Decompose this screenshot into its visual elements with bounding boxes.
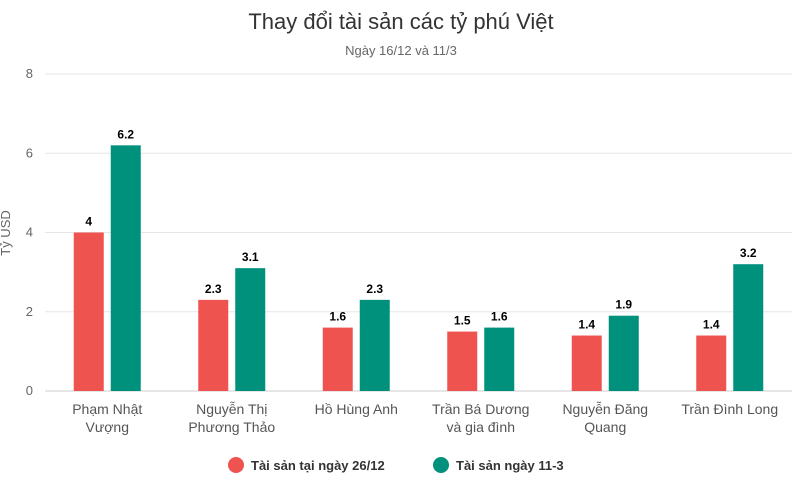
chart-title: Thay đổi tài sản các tỷ phú Việt	[248, 9, 553, 34]
data-label: 2.3	[366, 282, 383, 296]
legend-label: Tài sản tại ngày 26/12	[251, 458, 385, 473]
data-label: 1.4	[703, 318, 720, 332]
data-label: 1.4	[578, 318, 595, 332]
data-label: 3.2	[740, 246, 757, 260]
data-label: 2.3	[205, 282, 222, 296]
data-label: 4	[85, 215, 92, 229]
y-tick-label: 0	[26, 383, 33, 398]
y-tick-label: 2	[26, 304, 33, 319]
x-tick-label-line: Hồ Hùng Anh	[315, 401, 398, 417]
bar	[110, 145, 141, 391]
data-label: 1.6	[491, 310, 508, 324]
bar	[359, 299, 390, 391]
bar	[608, 315, 639, 391]
x-tick-label-line: Vượng	[86, 419, 129, 435]
x-tick-label: Hồ Hùng Anh	[315, 401, 398, 417]
y-tick-label: 6	[26, 145, 33, 160]
bar	[571, 335, 602, 391]
bar	[484, 327, 515, 391]
bar	[733, 264, 764, 391]
x-tick-label-line: Trần Đình Long	[681, 401, 778, 417]
bar	[447, 331, 478, 391]
chart-subtitle: Ngày 16/12 và 11/3	[345, 43, 457, 58]
legend-marker	[433, 457, 449, 473]
legend-marker	[228, 457, 244, 473]
data-label: 1.9	[615, 298, 632, 312]
bar	[73, 232, 104, 391]
x-tick-label-line: Trần Bá Dương	[432, 401, 529, 417]
gridlines	[45, 73, 792, 392]
x-tick-label-line: Nguyễn Thị	[196, 401, 267, 417]
x-tick-label: Nguyễn Thị Phương Thảo	[188, 401, 275, 435]
x-tick-label: Nguyễn Đăng Quang	[562, 401, 648, 435]
data-label: 3.1	[242, 250, 259, 264]
bar	[198, 299, 229, 391]
x-axis-categories: Phạm Nhật Vượng Nguyễn Thị Phương Thảo Hồ Hù…	[72, 401, 778, 435]
x-tick-label-line: Nguyễn Đăng	[562, 401, 648, 417]
x-tick-label-line: Phạm Nhật	[72, 401, 142, 417]
data-label: 1.6	[329, 310, 346, 324]
legend-label: Tài sản ngày 11-3	[456, 458, 564, 473]
y-tick-label: 4	[26, 225, 33, 240]
y-tick-label: 8	[26, 66, 33, 81]
bar	[696, 335, 727, 391]
x-tick-label-line: Quang	[584, 419, 626, 435]
data-label: 6.2	[117, 127, 134, 141]
bars	[73, 145, 764, 391]
bar	[235, 268, 266, 391]
x-tick-label-line: Phương Thảo	[188, 419, 275, 435]
x-tick-label: Trần Đình Long	[681, 401, 778, 417]
y-axis-ticks: 0 2 4 6 8	[26, 66, 33, 398]
x-tick-label-line: và gia đình	[447, 419, 516, 435]
y-axis-label: Tỷ USD	[0, 210, 13, 256]
legend: Tài sản tại ngày 26/12 Tài sản ngày 11-3	[228, 457, 564, 473]
x-tick-label: Phạm Nhật Vượng	[72, 401, 142, 435]
data-label: 1.5	[454, 314, 471, 328]
bar	[322, 327, 353, 391]
x-tick-label: Trần Bá Dương và gia đình	[432, 401, 529, 435]
data-labels: 4 6.2 2.3 3.1 1.6 2.3 1.5 1.6 1.4 1.9 1.4 3.2	[85, 127, 757, 331]
